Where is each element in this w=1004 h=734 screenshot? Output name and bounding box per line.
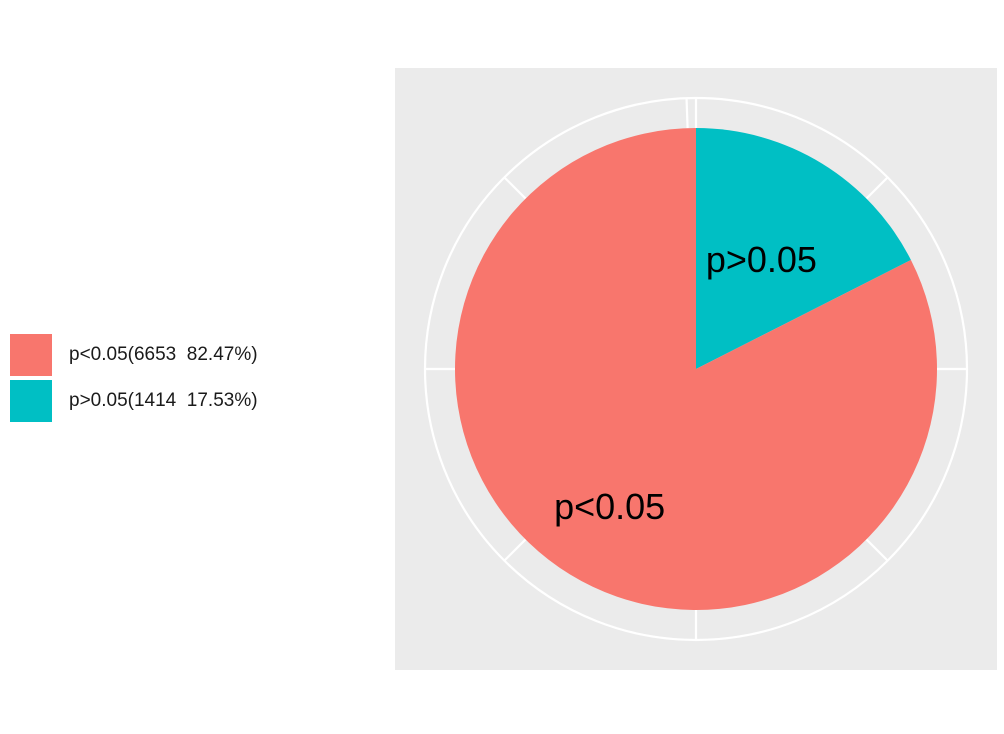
legend-key-sig xyxy=(10,334,52,376)
grid-spoke xyxy=(503,176,527,200)
legend-label-nonsig: p>0.05(1414 17.53%) xyxy=(69,390,258,411)
pie-slice-sig xyxy=(455,128,937,610)
pie-slices xyxy=(455,128,937,610)
legend-key-nonsig xyxy=(10,380,52,422)
slice-labels: p>0.05 p<0.05 xyxy=(554,239,817,527)
grid-spoke xyxy=(865,176,889,200)
grid-spoke xyxy=(685,98,689,129)
slice-label-nonsig: p>0.05 xyxy=(706,239,817,280)
polar-grid xyxy=(423,96,969,642)
legend-item-sig: p<0.05(6653 82.47%) xyxy=(10,332,258,378)
pie-slice-nonsig xyxy=(696,128,911,369)
grid-spoke xyxy=(503,538,527,562)
grid-spoke xyxy=(865,538,889,562)
legend-item-nonsig: p>0.05(1414 17.53%) xyxy=(10,378,258,424)
slice-label-sig: p<0.05 xyxy=(554,486,665,527)
legend: p<0.05(6653 82.47%) p>0.05(1414 17.53%) xyxy=(10,332,258,424)
legend-label-sig: p<0.05(6653 82.47%) xyxy=(69,344,258,365)
